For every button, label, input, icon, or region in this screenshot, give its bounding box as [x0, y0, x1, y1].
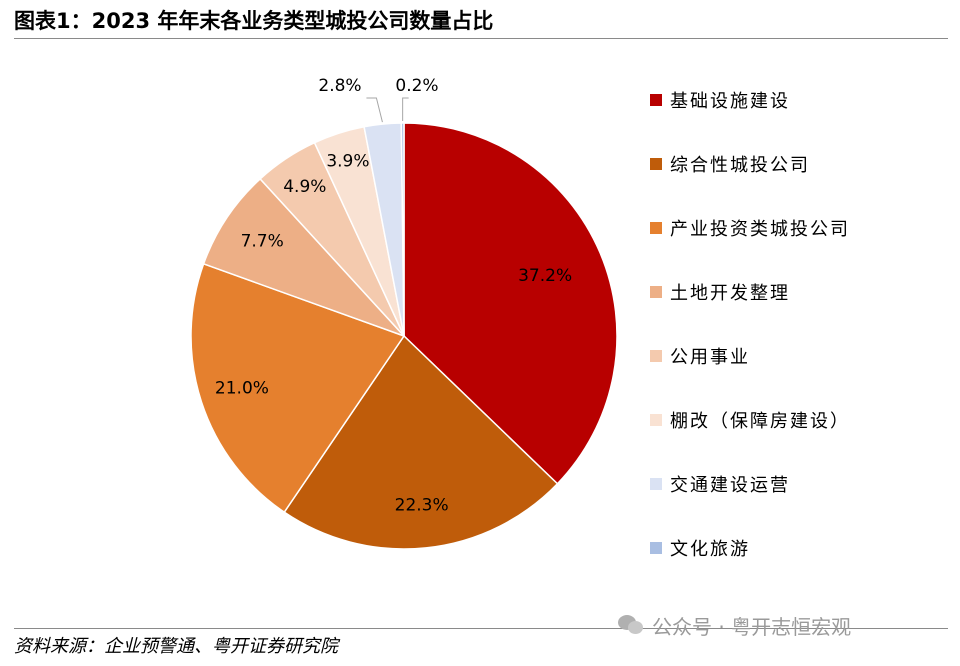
- legend-swatch: [650, 222, 662, 234]
- legend-label: 文化旅游: [670, 539, 750, 560]
- data-label-1: 37.2%: [518, 266, 572, 286]
- data-label-2: 22.3%: [395, 495, 449, 515]
- legend-swatch: [650, 478, 662, 490]
- pie-slice-1: [403, 122, 618, 485]
- chart-title: 图表1：2023 年年末各业务类型城投公司数量占比: [14, 9, 494, 33]
- legend-swatch: [650, 414, 662, 426]
- legend-label: 土地开发整理: [670, 283, 790, 304]
- data-label-4: 7.7%: [241, 232, 284, 252]
- legend-item-6: 棚改（保障房建设）: [650, 408, 850, 432]
- legend-label: 综合性城投公司: [670, 155, 810, 176]
- data-label-5: 4.9%: [283, 177, 326, 197]
- legend-label: 棚改（保障房建设）: [670, 411, 850, 432]
- watermark-text: 公众号 · 粤开志恒宏观: [652, 614, 852, 639]
- legend-item-7: 交通建设运营: [650, 472, 790, 496]
- title-divider: [14, 38, 948, 39]
- legend-label: 公用事业: [670, 347, 750, 368]
- legend-swatch: [650, 158, 662, 170]
- legend-swatch: [650, 94, 662, 106]
- legend-item-8: 文化旅游: [650, 536, 750, 560]
- legend-item-3: 产业投资类城投公司: [650, 216, 850, 240]
- data-label-6: 3.9%: [326, 152, 369, 172]
- pie-slice-4: [202, 177, 405, 337]
- leader-line-7: [366, 97, 383, 123]
- data-label-7: 2.8%: [318, 76, 361, 96]
- data-label-8: 0.2%: [395, 76, 438, 96]
- legend-swatch: [650, 542, 662, 554]
- footer-divider: [14, 628, 948, 629]
- legend-item-2: 综合性城投公司: [650, 152, 810, 176]
- watermark: 公众号 · 粤开志恒宏观: [618, 610, 851, 640]
- data-label-3: 21.0%: [215, 379, 269, 399]
- data-labels: 37.2% 22.3% 21.0% 7.7% 4.9%3.9% 2.8% 0.2%: [215, 76, 572, 515]
- source-note: 资料来源：企业预警通、粤开证券研究院: [14, 636, 338, 657]
- legend-item-4: 土地开发整理: [650, 280, 790, 304]
- legend-item-5: 公用事业: [650, 344, 750, 368]
- pie-slice-2: [283, 334, 559, 550]
- leader-line-8: [402, 97, 409, 122]
- wechat-icon: [618, 613, 644, 637]
- legend-label: 交通建设运营: [670, 475, 790, 496]
- legend-item-1: 基础设施建设: [650, 88, 790, 112]
- legend-label: 产业投资类城投公司: [670, 219, 850, 240]
- pie-slice-8: [400, 122, 405, 337]
- legend-label: 基础设施建设: [670, 91, 790, 112]
- pie-slices: [190, 122, 618, 550]
- legend-swatch: [650, 350, 662, 362]
- legend-swatch: [650, 286, 662, 298]
- leader-lines: [366, 97, 409, 123]
- pie-slice-3: [190, 262, 406, 514]
